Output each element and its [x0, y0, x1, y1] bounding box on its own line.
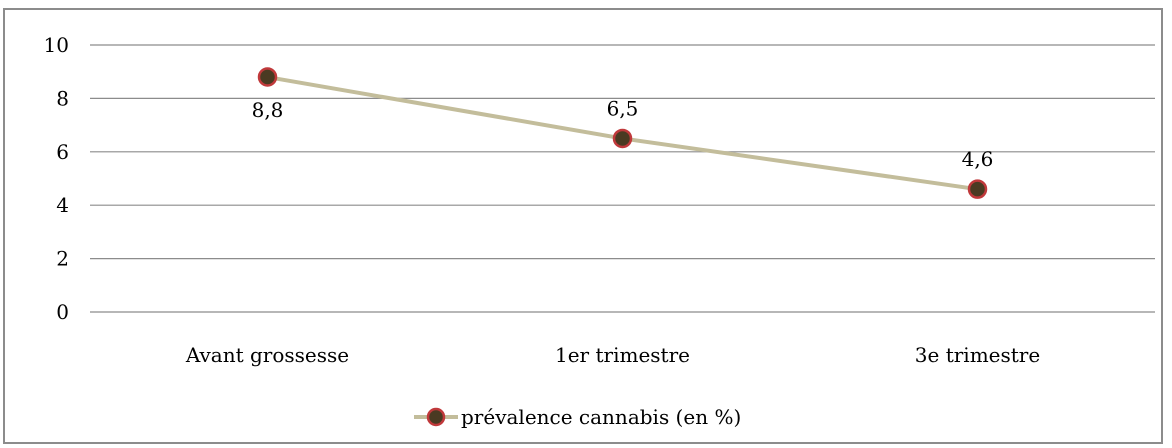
- y-tick-label: 4: [56, 193, 69, 217]
- data-label: 4,6: [962, 147, 994, 171]
- chart-frame: [3, 8, 1163, 444]
- y-tick-label: 0: [56, 300, 69, 324]
- x-category-label: 3e trimestre: [915, 343, 1040, 367]
- data-label: 8,8: [252, 98, 284, 122]
- y-tick-label: 6: [56, 140, 69, 164]
- y-tick-label: 8: [56, 86, 69, 110]
- series-group: 8,8 6,5 4,6: [252, 67, 994, 199]
- legend: prévalence cannabis (en %): [414, 405, 741, 429]
- data-label: 6,5: [607, 96, 639, 120]
- data-point: [257, 67, 278, 87]
- x-category-label: 1er trimestre: [555, 343, 690, 367]
- legend-marker: [426, 407, 446, 427]
- y-axis-ticks: 0 2 4 6 8 10: [44, 33, 69, 324]
- y-tick-label: 10: [44, 33, 69, 57]
- y-tick-label: 2: [56, 247, 69, 271]
- data-point: [967, 179, 988, 199]
- data-point: [612, 128, 633, 149]
- gridlines: [90, 44, 1155, 313]
- x-axis-labels: Avant grossesse 1er trimestre 3e trimestre: [185, 343, 1040, 367]
- legend-label: prévalence cannabis (en %): [461, 405, 741, 429]
- x-category-label: Avant grossesse: [185, 343, 349, 367]
